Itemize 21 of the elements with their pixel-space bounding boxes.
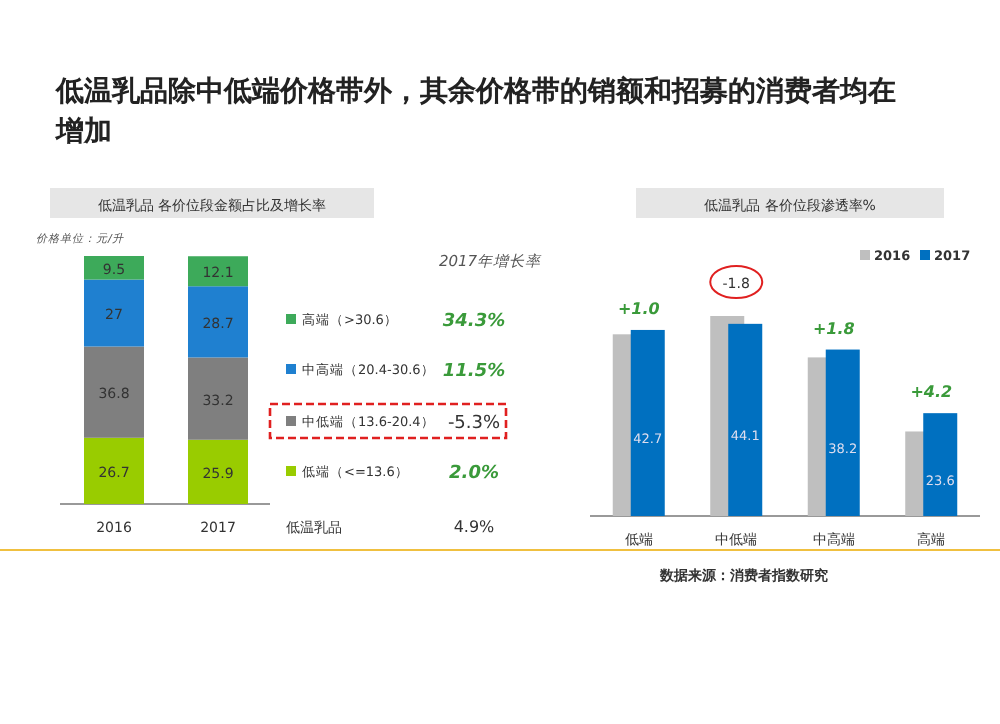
text: 34.3%	[442, 312, 506, 332]
bar	[825, 349, 860, 516]
bar	[84, 437, 144, 504]
bar	[728, 323, 763, 516]
text: -5.3%	[447, 414, 501, 434]
bar	[188, 256, 248, 287]
annotation: +1.0	[617, 299, 661, 318]
bar	[630, 329, 665, 516]
bar	[84, 346, 144, 438]
bar	[188, 439, 248, 504]
bar	[923, 413, 958, 516]
annotation: +1.8	[812, 319, 856, 338]
text: 2.0%	[449, 464, 499, 484]
annotation: +4.2	[910, 383, 953, 402]
bar	[188, 286, 248, 358]
bar	[84, 256, 144, 280]
text: 4.9%	[453, 518, 496, 536]
text: 低温乳品除中低端价格带外，其余价格带的销额和招募的消费者均在增加	[54, 74, 896, 148]
bar	[84, 279, 144, 347]
text: 11.5%	[442, 362, 506, 382]
bar	[188, 357, 248, 440]
